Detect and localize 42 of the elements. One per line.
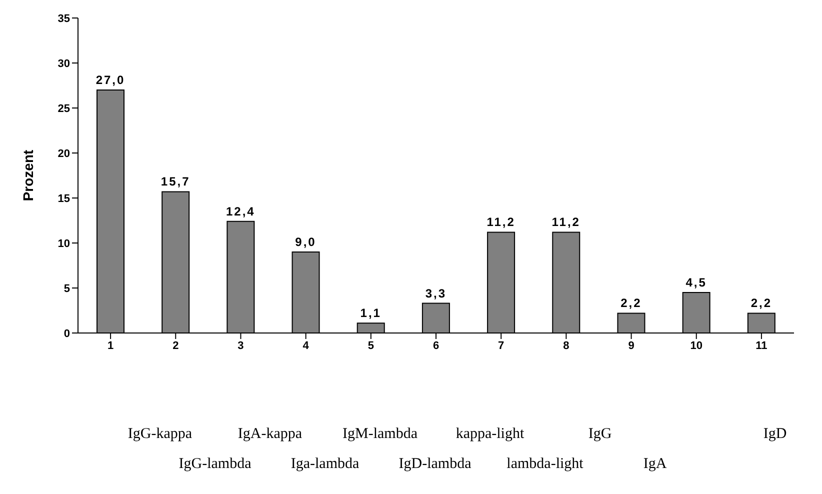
data-label: 12,4 xyxy=(226,204,256,218)
x-tick-label: 6 xyxy=(432,340,440,352)
text: IgM-lambda xyxy=(342,426,418,443)
data-label: 11,2 xyxy=(552,215,580,230)
data-label: 3,3 xyxy=(425,286,447,300)
data-label: 15,7 xyxy=(160,174,190,189)
data-label: 4,5 xyxy=(686,276,707,290)
text: IgD xyxy=(762,426,788,443)
text: IgG xyxy=(587,426,613,443)
text: IgG-kappa xyxy=(126,426,194,443)
data-label: 1,1 xyxy=(360,306,382,320)
y-tick-label: 20 xyxy=(58,148,70,160)
data-label: 11,2 xyxy=(486,215,516,230)
data-label: 2,2 xyxy=(620,296,642,310)
x-tick-label: 11 xyxy=(756,340,768,352)
x-tick-label: 8 xyxy=(563,340,570,352)
y-tick-label: 10 xyxy=(58,238,70,250)
x-tick-label: 4 xyxy=(302,340,310,352)
text: IgA-kappa xyxy=(236,426,304,443)
data-label: 27,0 xyxy=(96,73,126,87)
text: kappa-light xyxy=(454,426,526,443)
y-tick-label: 35 xyxy=(58,12,70,25)
text: IgG-lambda xyxy=(178,456,252,473)
data-label: 2,2 xyxy=(750,296,772,310)
text: lambda-light xyxy=(506,456,584,473)
x-tick-label: 7 xyxy=(498,340,504,352)
text: IgA xyxy=(642,456,668,473)
y-tick-label: 0 xyxy=(64,328,70,340)
x-tick-label: 9 xyxy=(628,340,634,352)
y-axis-title: Prozent xyxy=(20,149,36,202)
x-tick-label: 2 xyxy=(172,340,179,352)
y-tick-label: 30 xyxy=(58,58,70,70)
x-tick-label: 10 xyxy=(690,340,702,352)
text: Iga-lambda xyxy=(290,456,360,473)
x-tick-label: 1 xyxy=(107,340,114,352)
y-tick-label: 5 xyxy=(64,282,70,295)
x-tick-label: 5 xyxy=(368,340,374,352)
text: IgD-lambda xyxy=(398,456,472,473)
y-tick-label: 15 xyxy=(58,192,70,205)
data-label: 9,0 xyxy=(295,235,316,249)
y-tick-label: 25 xyxy=(58,102,70,115)
x-tick-label: 3 xyxy=(238,340,244,352)
